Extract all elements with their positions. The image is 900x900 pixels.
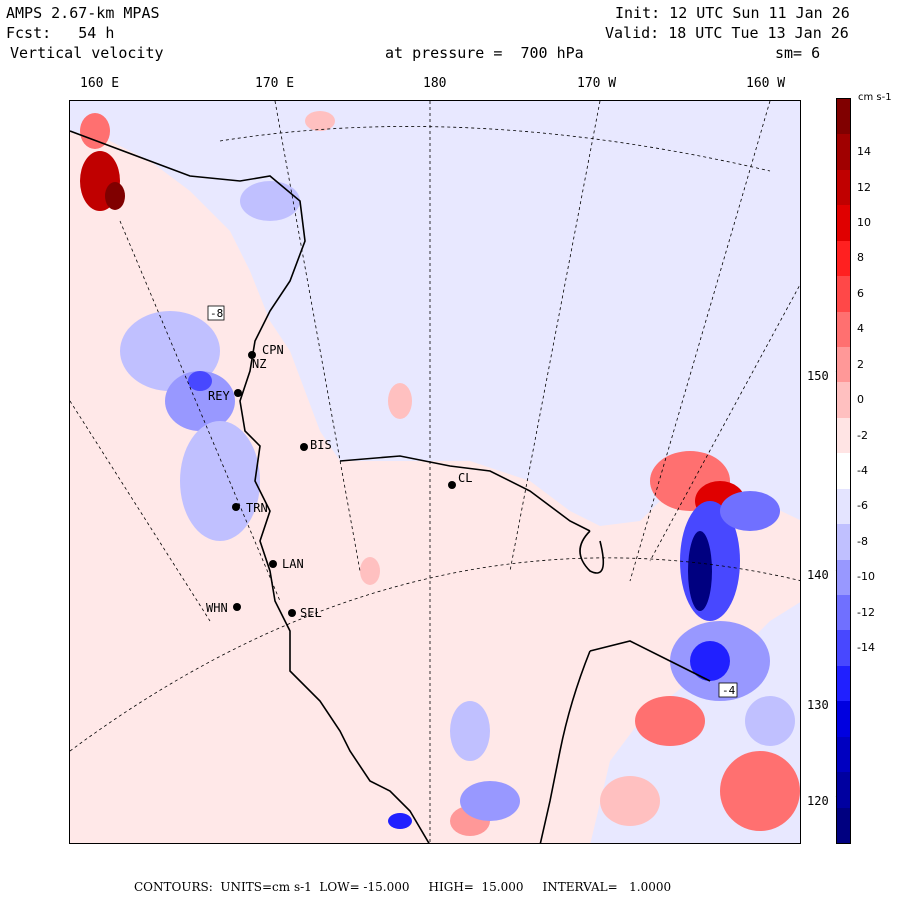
lat-label-140w: 140 W <box>806 568 845 582</box>
colorbar-segment <box>837 347 850 383</box>
lon-label-180: 180 <box>423 76 447 91</box>
colorbar-tick-label: 10 <box>857 216 871 229</box>
station-label-cpn: CPN <box>262 343 284 357</box>
pressure-level: at pressure = 700 hPa <box>385 44 584 62</box>
colorbar-units: cm s-1 <box>858 92 892 103</box>
map-panel: -8 -4 CPN NZ REY BIS CL TRN LAN WHN SEL <box>69 100 801 844</box>
lon-label-160w: 160 W <box>746 76 786 91</box>
station-dot-lan <box>269 560 277 568</box>
colorbar-segment <box>837 99 850 135</box>
station-dot-trn <box>232 503 240 511</box>
graticule <box>70 101 800 843</box>
station-label-trn: TRN <box>246 501 268 515</box>
colorbar-segment <box>837 701 850 738</box>
lon-label-160e: 160 E <box>80 76 120 91</box>
forecast-hour: Fcst: 54 h <box>6 24 115 42</box>
lon-label-170e: 170 E <box>255 76 295 91</box>
contour-label-1: -8 <box>207 305 225 321</box>
colorbar-tick-label: -2 <box>857 428 868 442</box>
vertical-velocity-map: -8 -4 <box>70 101 800 843</box>
colorbar-segment <box>837 453 850 490</box>
field-name: Vertical velocity <box>10 44 164 62</box>
colorbar-tick-label: 2 <box>857 357 864 371</box>
colorbar-segment <box>837 169 850 206</box>
colorbar-segment <box>837 736 850 773</box>
contour-info: CONTOURS: UNITS=cm s-1 LOW= -15.000 HIGH… <box>134 880 672 894</box>
colorbar-tick-label: -4 <box>857 464 868 477</box>
svg-text:-8: -8 <box>210 307 223 320</box>
contour-label-2: -4 <box>718 682 738 698</box>
colorbar-segment <box>837 630 850 667</box>
station-dot-bis <box>300 443 308 451</box>
valid-time: Valid: 18 UTC Tue 13 Jan 26 <box>605 24 849 42</box>
station-dot-cl <box>448 481 456 489</box>
colorbar-tick-label: -6 <box>857 499 868 513</box>
station-label-cl: CL <box>458 471 473 485</box>
lon-label-170w: 170 W <box>577 76 617 91</box>
lat-label-150w: 150 W <box>806 369 845 383</box>
station-label-nz: NZ <box>252 357 267 371</box>
colorbar-tick-label: 12 <box>857 180 871 194</box>
colorbar-segment <box>837 488 850 525</box>
colorbar-tick-label: 8 <box>857 251 864 265</box>
colorbar-segment <box>837 595 850 631</box>
station-dot-sel <box>288 609 296 617</box>
colorbar-segment <box>837 807 850 844</box>
colorbar-segment <box>837 524 850 561</box>
colorbar-segment <box>837 205 850 242</box>
colorbar-segment <box>837 417 850 454</box>
svg-text:-4: -4 <box>722 684 736 697</box>
positive-velocity-patches <box>80 111 800 836</box>
station-label-sel: SEL <box>300 606 322 620</box>
station-label-whn: WHN <box>206 601 228 615</box>
init-time: Init: 12 UTC Sun 11 Jan 26 <box>615 4 850 22</box>
station-label-rey: REY <box>208 389 230 403</box>
station-label-bis: BIS <box>310 438 332 452</box>
station-dot-rey <box>234 389 242 397</box>
colorbar-tick-label: 14 <box>857 145 871 159</box>
colorbar-segment <box>837 134 850 171</box>
colorbar-segment <box>837 382 850 419</box>
left-sea-area <box>70 641 328 843</box>
colorbar-segment <box>837 240 850 277</box>
colorbar-segment <box>837 665 850 702</box>
colorbar-segment <box>837 772 850 809</box>
colorbar-tick-label: -12 <box>857 605 875 619</box>
colorbar-segment <box>837 276 850 313</box>
colorbar-tick-label: -8 <box>857 534 868 548</box>
model-title: AMPS 2.67-km MPAS <box>6 4 160 22</box>
colorbar <box>836 98 851 844</box>
colorbar-tick-label: -10 <box>857 570 875 584</box>
colorbar-tick-label: 6 <box>857 286 864 300</box>
coastline <box>70 130 711 843</box>
smoothing-value: sm= 6 <box>775 44 821 62</box>
colorbar-tick-label: 0 <box>857 393 864 407</box>
colorbar-segment <box>837 311 850 348</box>
negative-velocity-patches <box>120 181 795 829</box>
colorbar-tick-label: -14 <box>857 641 875 655</box>
station-dot-cpn <box>248 351 256 359</box>
station-dot-whn <box>233 603 241 611</box>
station-label-lan: LAN <box>282 557 304 571</box>
colorbar-tick-label: 4 <box>857 322 864 336</box>
colorbar-segment <box>837 559 850 596</box>
